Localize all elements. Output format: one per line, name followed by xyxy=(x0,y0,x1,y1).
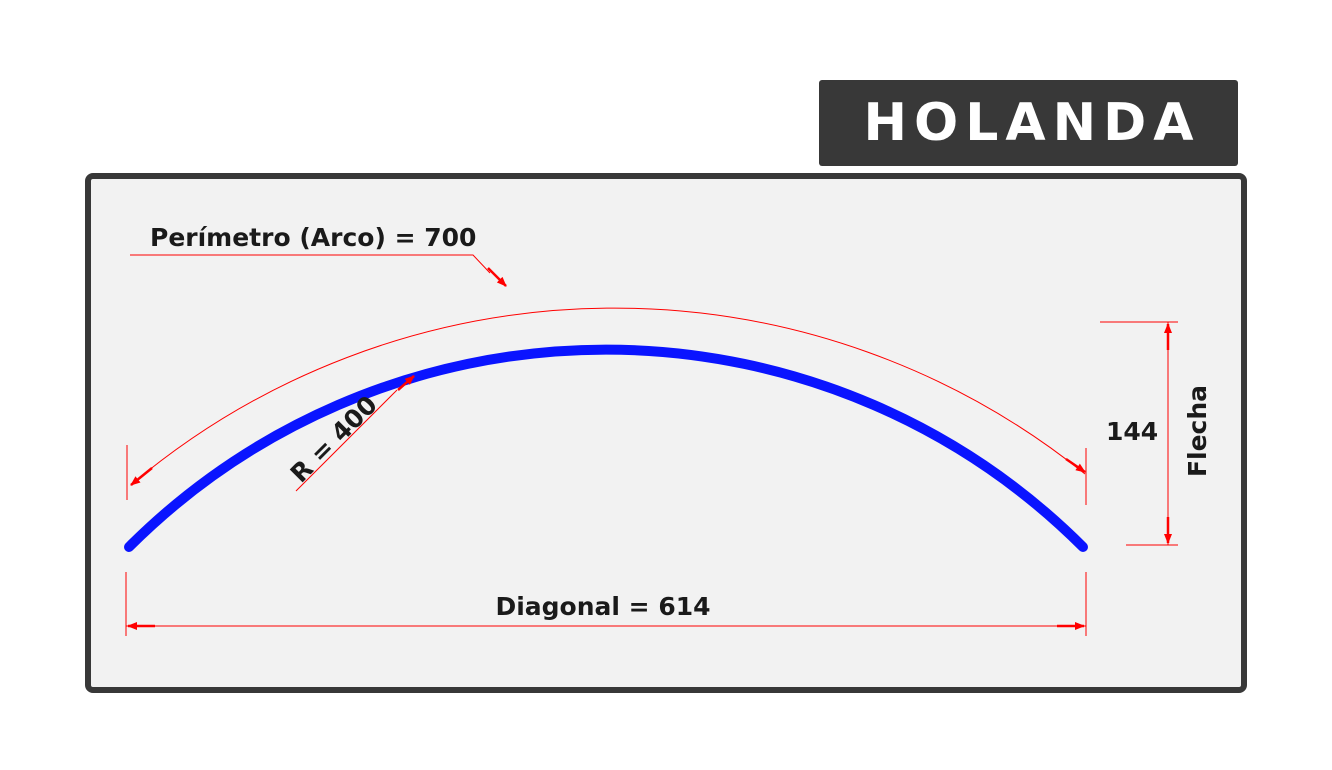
perimeter-leader-arrow xyxy=(487,267,507,287)
radius-arrow xyxy=(397,375,415,391)
sagitta-name-label: Flecha xyxy=(1183,385,1212,477)
diagonal-label: Diagonal = 614 xyxy=(495,592,710,621)
perimeter-leader xyxy=(130,254,491,274)
radius-leader xyxy=(295,389,398,492)
perimeter-arrow-right xyxy=(1065,457,1086,474)
perimeter-label: Perímetro (Arco) = 700 xyxy=(150,223,476,252)
perimeter-arrow-left xyxy=(130,467,153,486)
title-text: HOLANDA xyxy=(863,93,1201,153)
title-box: HOLANDA xyxy=(819,80,1238,166)
sagitta-value-label: 144 xyxy=(1106,417,1158,446)
perimeter-arc xyxy=(131,307,1086,485)
main-arc xyxy=(124,344,1088,552)
